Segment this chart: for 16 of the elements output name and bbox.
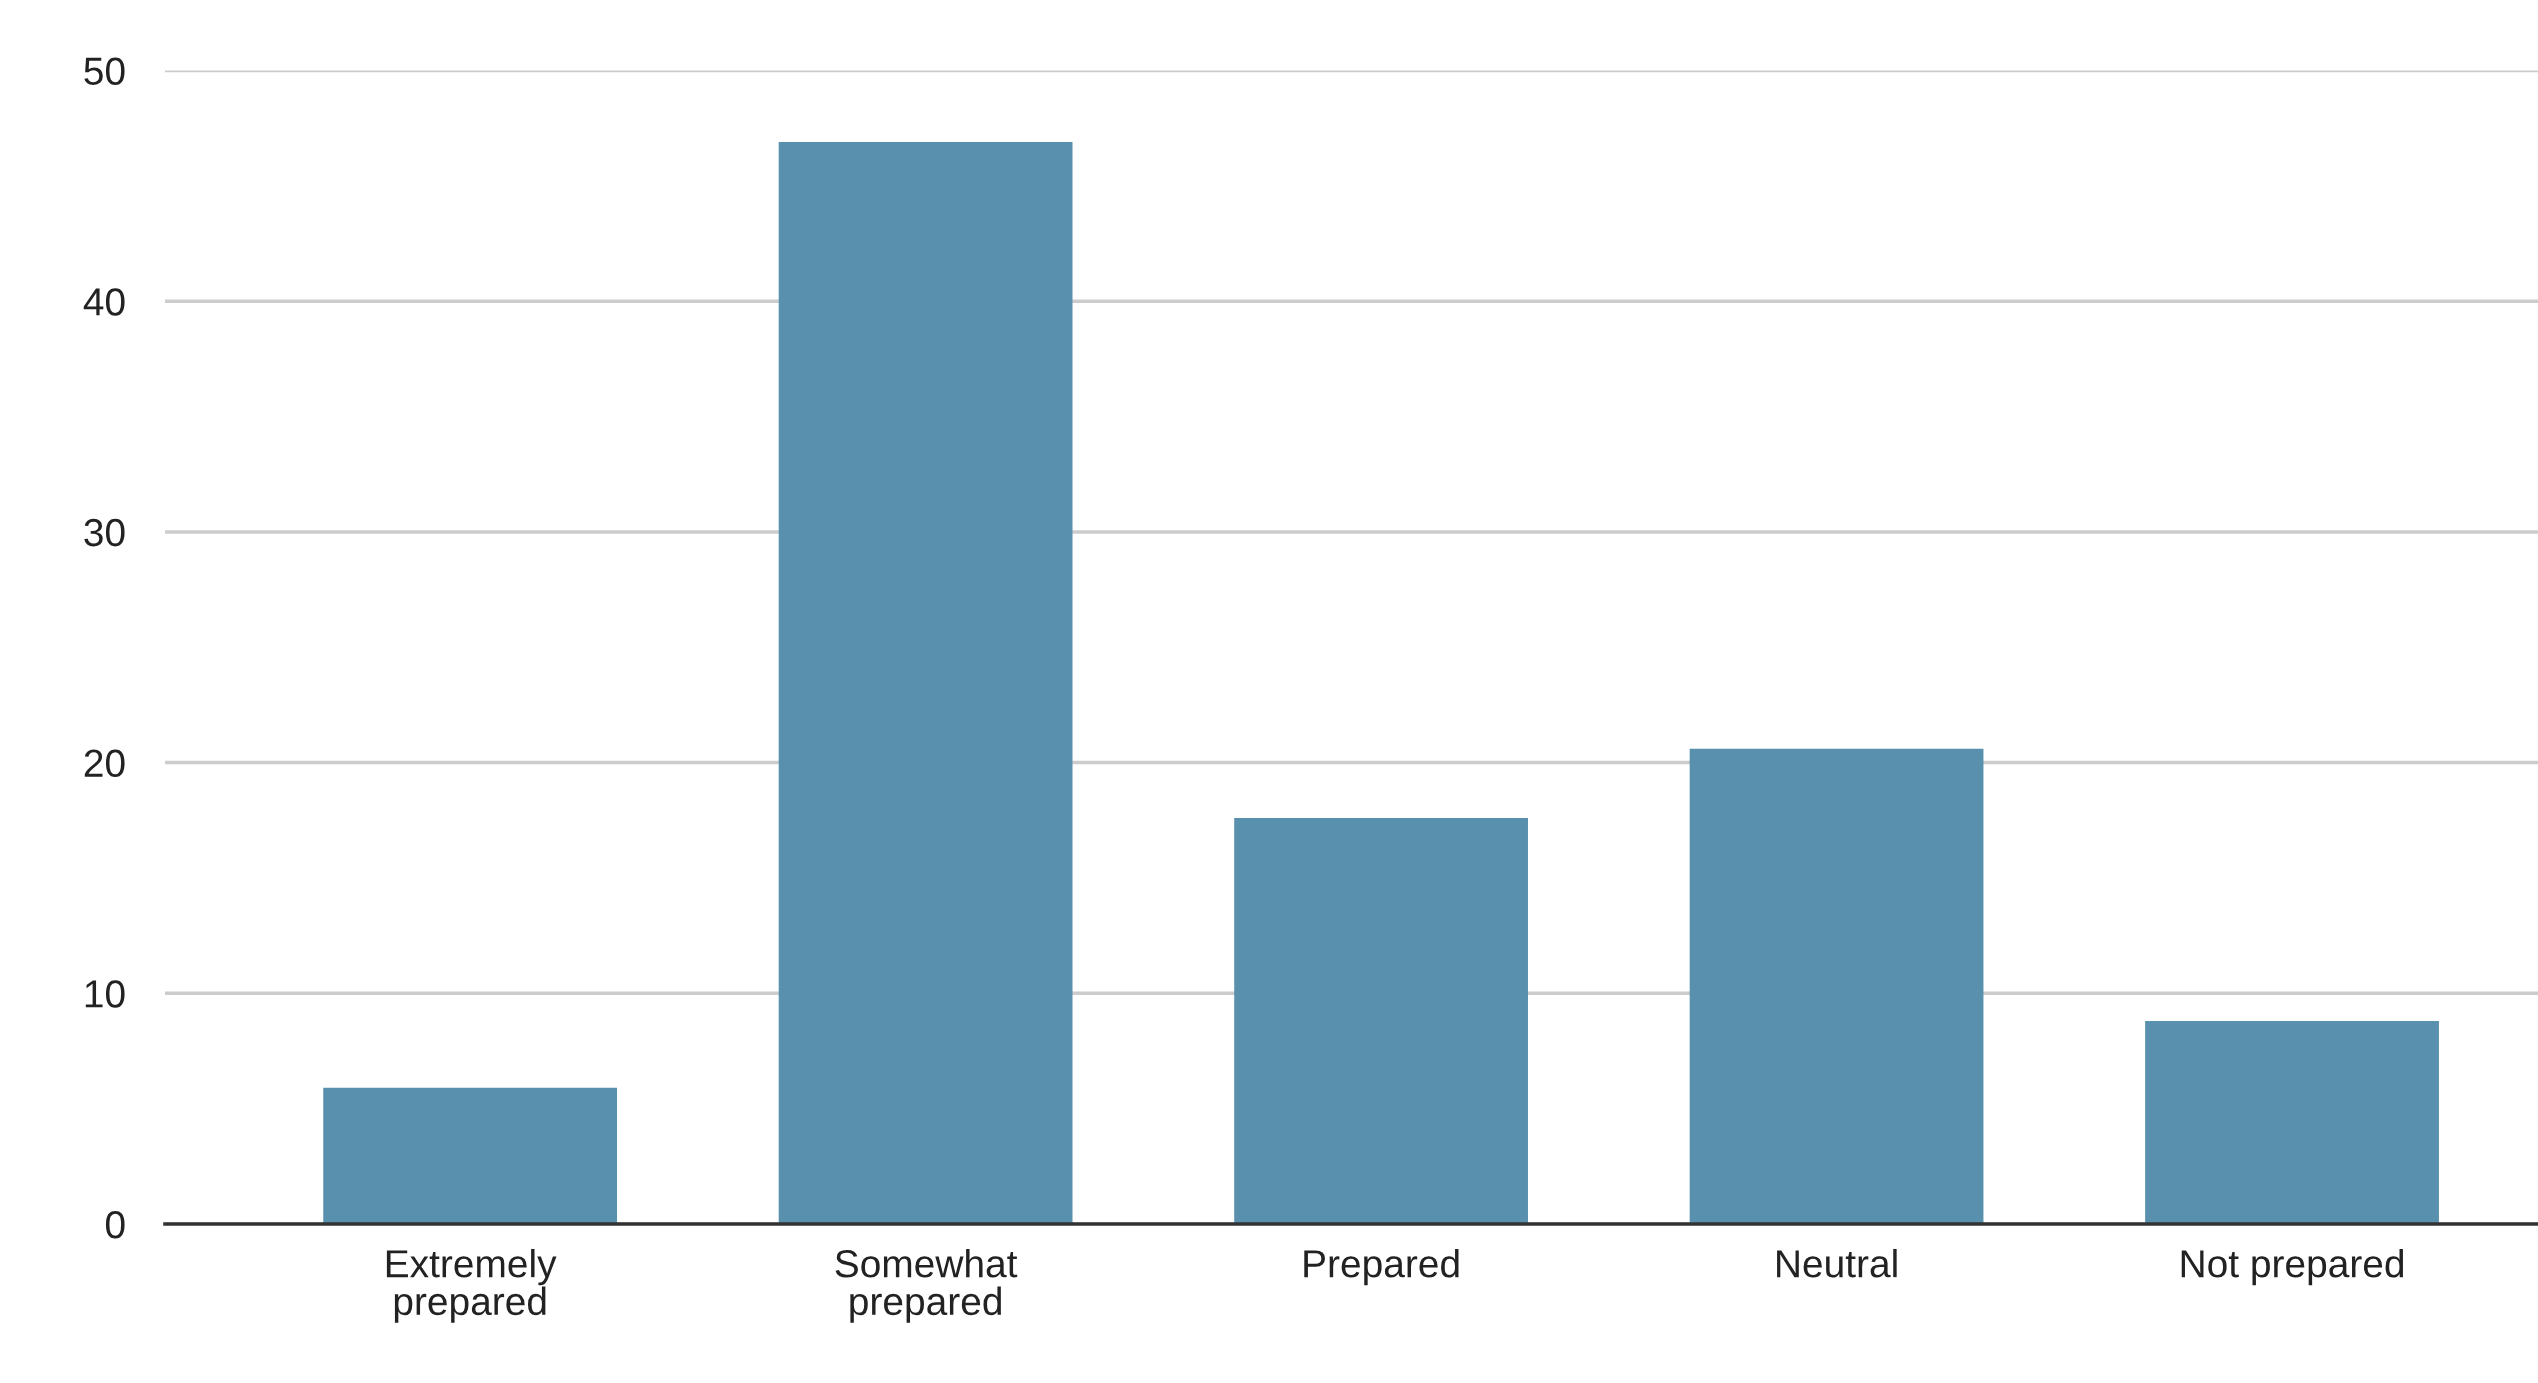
x-tick-label: Neutral [1777, 1248, 1897, 1278]
bar [1234, 817, 1528, 1224]
bar [778, 142, 1073, 1224]
y-tick-label: 10 [85, 980, 125, 1008]
y-tick-label: 30 [84, 518, 125, 547]
x-tick-label: Extremely prepared [386, 1248, 557, 1323]
x-tick-label: Prepared [1304, 1248, 1459, 1286]
bar [323, 1087, 618, 1224]
y-tick-label: 0 [105, 1210, 125, 1239]
bar [2145, 1020, 2439, 1224]
y-tick-label: 20 [84, 749, 125, 778]
x-tick-label: Not prepared [2181, 1248, 2404, 1286]
y-tick-label: 50 [84, 57, 125, 86]
x-tick-label: Somewhat prepared [835, 1248, 1018, 1323]
y-tick-label: 40 [83, 288, 125, 316]
bar [1689, 748, 1984, 1224]
